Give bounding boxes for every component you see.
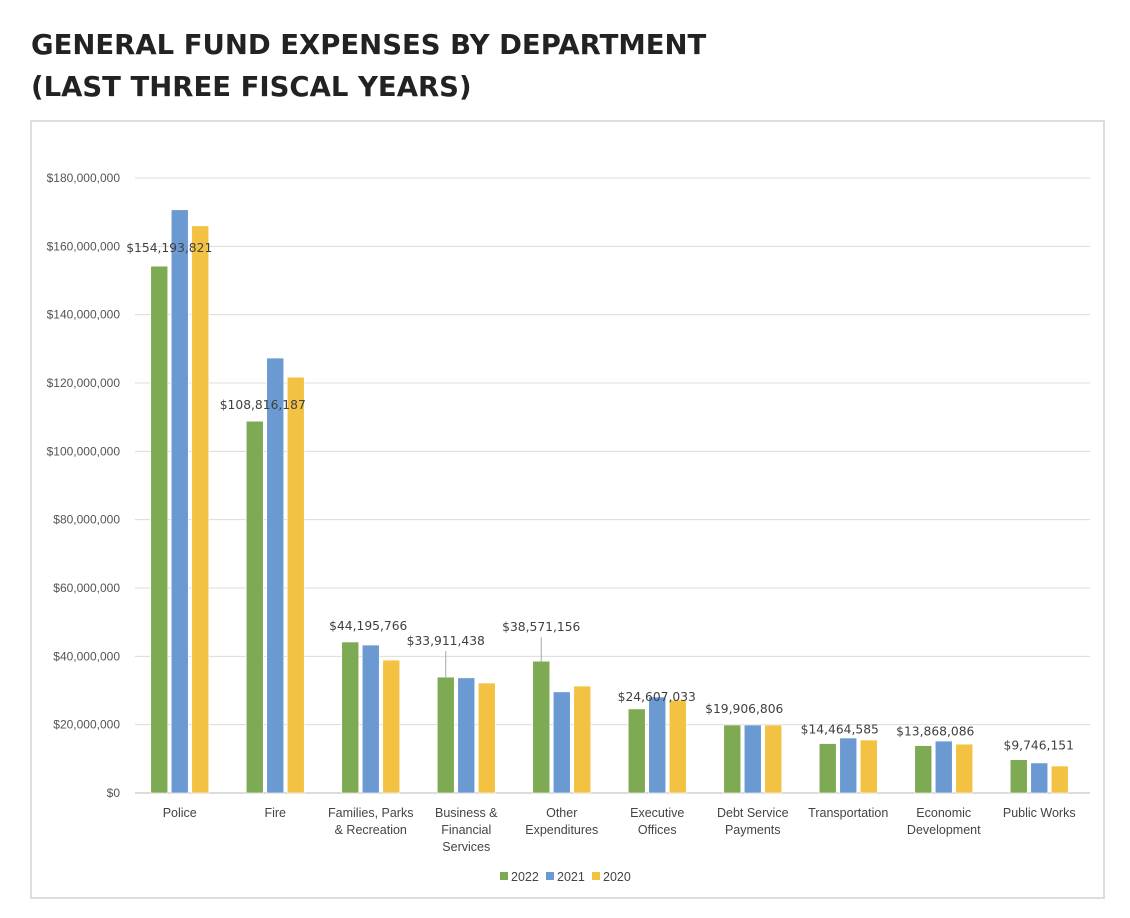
legend-swatch-2021 xyxy=(546,872,554,880)
legend-swatch-2022 xyxy=(500,872,508,880)
y-tick-label: $80,000,000 xyxy=(53,513,120,527)
bar-2020 xyxy=(191,225,210,794)
x-category-label: Public Works xyxy=(1003,806,1076,820)
bars xyxy=(150,209,1069,794)
x-category-label: Development xyxy=(907,823,981,837)
bar-2021 xyxy=(457,677,476,794)
data-label: $13,868,086 xyxy=(896,725,974,739)
y-tick-label: $60,000,000 xyxy=(53,581,120,595)
bar-2022 xyxy=(627,708,646,794)
bar-2021 xyxy=(743,724,762,794)
bar-2020 xyxy=(1050,765,1069,794)
x-axis: Police Fire Families, Parks & Recreation Bus… xyxy=(163,806,1076,854)
chart-title-line-2: (LAST THREE FISCAL YEARS) xyxy=(31,71,472,103)
data-label: $24,607,033 xyxy=(618,690,696,704)
y-tick-label: $180,000,000 xyxy=(47,171,121,185)
data-label: $14,464,585 xyxy=(801,723,879,737)
chart-title-line-1: GENERAL FUND EXPENSES BY DEPARTMENT xyxy=(31,29,707,61)
bar-2021 xyxy=(266,357,285,794)
bar-2022 xyxy=(436,676,455,794)
data-label: $33,911,438 xyxy=(407,634,485,648)
bar-2022 xyxy=(723,724,742,794)
bar-2021 xyxy=(934,740,953,794)
y-tick-label: $100,000,000 xyxy=(47,444,121,458)
y-tick-label: $40,000,000 xyxy=(53,649,120,663)
bar-2021 xyxy=(648,696,667,794)
y-tick-label: $20,000,000 xyxy=(53,718,120,732)
x-category-label: Families, Parks xyxy=(328,806,413,820)
x-category-label: Executive xyxy=(630,806,684,820)
bar-2022 xyxy=(818,743,837,794)
bar-2020 xyxy=(668,699,687,794)
bar-2020 xyxy=(764,724,783,794)
chart-frame xyxy=(30,120,1105,899)
x-category-label: & Recreation xyxy=(335,823,407,837)
bar-2022 xyxy=(341,641,360,794)
label-leader-lines xyxy=(445,637,542,678)
legend-label-2022: 2022 xyxy=(511,870,539,884)
y-tick-label: $160,000,000 xyxy=(47,239,121,253)
bar-2022 xyxy=(532,660,551,794)
legend-label-2021: 2021 xyxy=(557,870,585,884)
bar-2020 xyxy=(859,739,878,794)
y-tick-label: $120,000,000 xyxy=(47,376,121,390)
x-category-label: Financial xyxy=(441,823,491,837)
chart-title: GENERAL FUND EXPENSES BY DEPARTMENT (LAS… xyxy=(31,24,706,108)
data-label: $9,746,151 xyxy=(1004,739,1074,753)
x-category-label: Police xyxy=(163,806,197,820)
bar-2022 xyxy=(245,420,264,794)
bar-2021 xyxy=(170,209,189,794)
bar-2020 xyxy=(382,659,401,794)
data-label: $38,571,156 xyxy=(502,620,580,634)
x-category-label: Business & xyxy=(435,806,498,820)
bar-2022 xyxy=(1009,759,1028,794)
bar-2021 xyxy=(1030,762,1049,794)
data-label: $108,816,187 xyxy=(220,398,306,412)
data-labels: $154,193,821 $108,816,187 $44,195,766$33,9… xyxy=(126,241,1074,753)
bar-2022 xyxy=(150,265,169,794)
x-category-label: Other xyxy=(546,806,577,820)
bar-2020 xyxy=(286,376,305,794)
y-tick-label: $0 xyxy=(107,786,121,800)
data-label: $154,193,821 xyxy=(126,241,212,255)
x-category-label: Fire xyxy=(264,806,286,820)
legend-label-2020: 2020 xyxy=(603,870,631,884)
y-tick-label: $140,000,000 xyxy=(47,308,121,322)
legend-swatch-2020 xyxy=(592,872,600,880)
bar-2020 xyxy=(955,743,974,794)
x-category-label: Expenditures xyxy=(525,823,598,837)
data-label: $44,195,766 xyxy=(329,619,407,633)
bar-2022 xyxy=(914,745,933,794)
bar-2021 xyxy=(552,691,571,794)
y-axis: $0 $20,000,000 $40,000,000 $60,000,000 $80,0… xyxy=(47,171,121,800)
bar-2020 xyxy=(573,685,592,794)
x-category-label: Payments xyxy=(725,823,781,837)
x-category-label: Offices xyxy=(638,823,677,837)
legend: 2022 2021 2020 xyxy=(500,870,631,884)
bar-2021 xyxy=(839,737,858,794)
data-label: $19,906,806 xyxy=(705,702,783,716)
x-category-label: Services xyxy=(442,840,490,854)
x-category-label: Transportation xyxy=(808,806,888,820)
bar-2020 xyxy=(477,682,496,794)
bar-2021 xyxy=(361,644,380,794)
x-category-label: Economic xyxy=(916,806,971,820)
x-category-label: Debt Service xyxy=(717,806,789,820)
